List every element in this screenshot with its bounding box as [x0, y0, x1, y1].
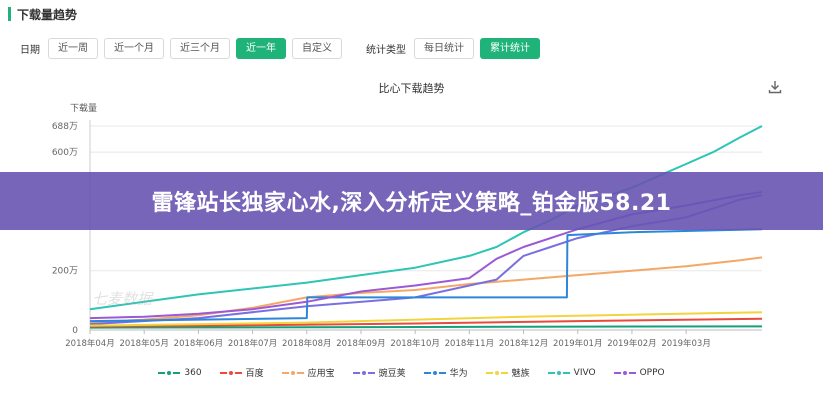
x-tick-label: 2019年01月 [553, 338, 602, 349]
chart-legend: 360 百度 应用宝 豌豆荚 华为 魅族 VIVO OPPO [0, 366, 823, 379]
legend-item-应用宝[interactable]: 应用宝 [281, 366, 335, 379]
y-tick-label: 200万 [52, 267, 78, 277]
series-line-魅族 [89, 311, 763, 327]
legend-item-OPPO[interactable]: OPPO [613, 367, 665, 378]
legend-item-VIVO[interactable]: VIVO [547, 367, 596, 378]
series-line-应用宝 [89, 256, 763, 324]
legend-marker [547, 368, 570, 378]
series-line-百度 [89, 317, 763, 328]
legend-label: VIVO [573, 367, 596, 378]
overlay-banner: 雷锋站长独家心水,深入分析定义策略_铂金版58.21 [0, 172, 823, 230]
stat-type-label: 统计类型 [366, 44, 406, 56]
legend-marker [352, 368, 375, 378]
legend-label: 华为 [449, 369, 468, 379]
title-accent-bar [8, 7, 11, 21]
legend-label: 360 [184, 367, 202, 378]
y-tick-label: 688万 [52, 122, 78, 132]
series-line-360 [89, 325, 763, 329]
filter-bar: 日期 近一周 近一个月 近三个月 近一年 自定义 统计类型 每日统计 累计统计 [20, 37, 546, 59]
legend-marker [485, 368, 508, 378]
x-tick-label: 2018年07月 [228, 338, 277, 349]
section-title-text: 下载量趋势 [17, 7, 78, 22]
y-axis-label: 下载量 [70, 102, 97, 114]
legend-label: 百度 [245, 369, 264, 379]
x-tick-label: 2018年05月 [119, 338, 168, 349]
legend-marker [613, 368, 636, 378]
x-tick-label: 2018年06月 [174, 338, 223, 349]
legend-item-华为[interactable]: 华为 [423, 366, 468, 379]
x-tick-label: 2018年11月 [445, 338, 494, 349]
legend-item-360[interactable]: 360 [158, 367, 202, 378]
stat-button-cumulative[interactable]: 累计统计 [480, 37, 540, 59]
x-tick-label: 2019年02月 [607, 338, 656, 349]
banner-text: 雷锋站长独家心水,深入分析定义策略_铂金版58.21 [151, 191, 672, 216]
date-button-week[interactable]: 近一周 [48, 37, 98, 59]
chart-title: 比心下载趋势 [378, 82, 445, 95]
section-title: 下载量趋势 [8, 6, 77, 22]
legend-label: 豌豆荚 [378, 369, 406, 379]
legend-label: OPPO [639, 367, 665, 378]
y-tick-label: 0 [72, 326, 78, 336]
stat-button-daily[interactable]: 每日统计 [414, 37, 474, 59]
legend-label: 魅族 [511, 369, 530, 379]
date-button-three-months[interactable]: 近三个月 [170, 37, 230, 59]
legend-label: 应用宝 [307, 369, 335, 379]
x-tick-label: 2018年04月 [65, 338, 114, 349]
legend-marker [423, 368, 446, 378]
watermark: 七麦数据 [92, 290, 153, 308]
date-button-month[interactable]: 近一个月 [104, 37, 164, 59]
download-icon[interactable] [768, 80, 782, 94]
y-tick-label: 600万 [52, 148, 78, 158]
legend-marker [219, 368, 242, 378]
series-line-VIVO [89, 125, 763, 311]
x-tick-label: 2018年09月 [336, 338, 385, 349]
legend-item-豌豆荚[interactable]: 豌豆荚 [352, 366, 406, 379]
x-tick-label: 2019年03月 [661, 338, 710, 349]
date-button-custom[interactable]: 自定义 [292, 37, 342, 59]
date-label: 日期 [20, 44, 40, 56]
x-tick-label: 2018年08月 [282, 338, 331, 349]
x-tick-label: 2018年12月 [499, 338, 548, 349]
legend-item-百度[interactable]: 百度 [219, 366, 264, 379]
legend-item-魅族[interactable]: 魅族 [485, 366, 530, 379]
legend-marker [158, 368, 181, 378]
legend-marker [281, 368, 304, 378]
date-button-year[interactable]: 近一年 [236, 37, 286, 59]
x-tick-label: 2018年10月 [390, 338, 439, 349]
series-line-华为 [89, 228, 763, 323]
